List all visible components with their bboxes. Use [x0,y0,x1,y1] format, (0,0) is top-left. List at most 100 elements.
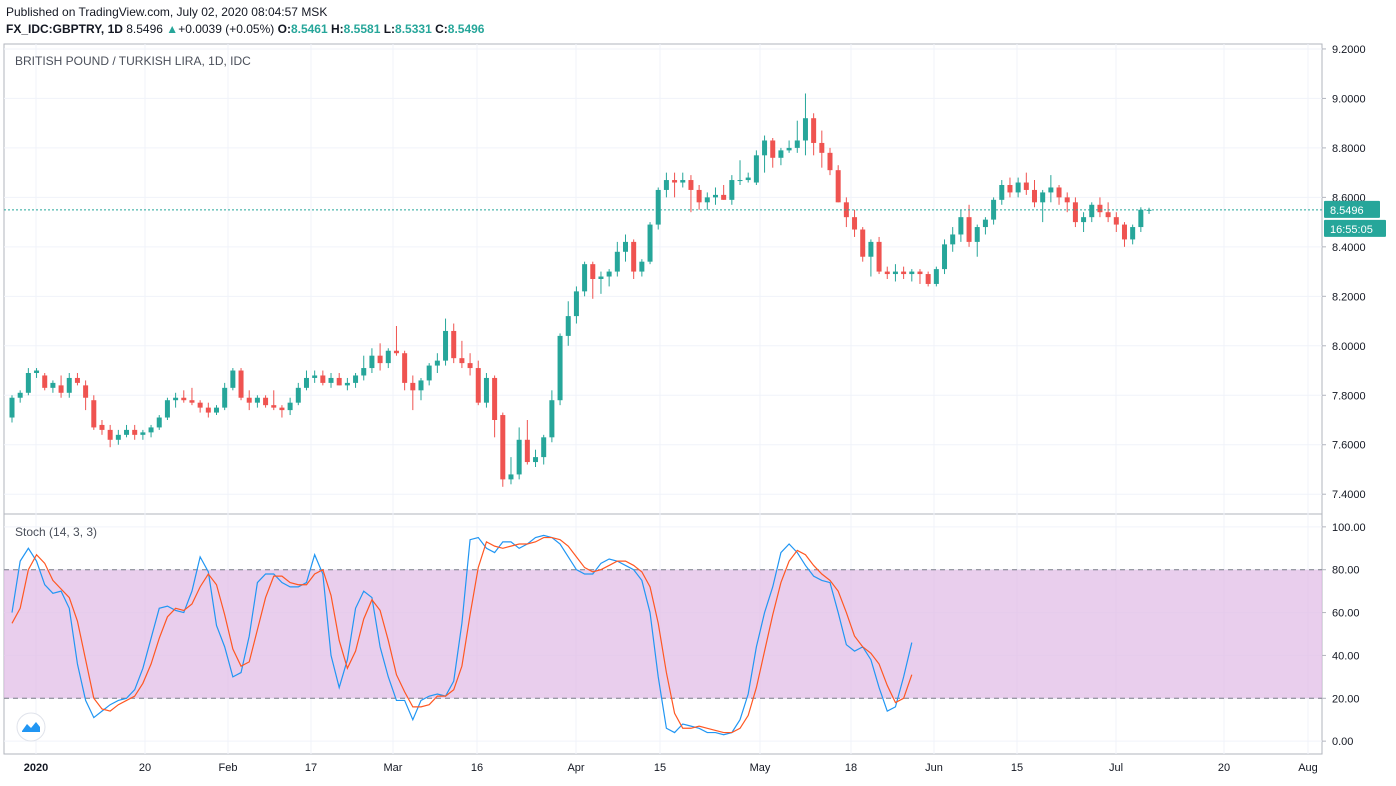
candle [876,236,882,275]
time-axis[interactable]: 2020 20 Feb 17 Mar 16 Apr 15 May 18 Jun 15 Jul 20 Aug [24,762,1318,774]
candle [279,405,285,418]
price-axis[interactable]: 9.20009.00008.80008.60008.40008.20008.00… [1322,44,1366,501]
candle [426,363,432,386]
candle [819,130,825,168]
candle [802,93,808,156]
candle [361,355,367,381]
candle [312,370,318,383]
candle [9,395,15,423]
candle [868,239,874,277]
candle [966,204,972,247]
candle [680,172,686,188]
last-price-badge: 8.5496 16:55:05 [1324,200,1386,237]
candle [958,209,964,242]
candle [1040,189,1046,223]
high-label: H: [331,22,344,36]
candle [66,373,72,398]
stoch-axis[interactable]: 100.00 80.00 60.00 40.00 20.00 0.00 [1322,522,1366,748]
candle [1056,185,1062,205]
candle [623,234,628,262]
candle [467,353,473,376]
candle [214,405,219,416]
candle [451,323,457,364]
candle [1138,207,1144,232]
candle [950,227,956,252]
candle [909,269,915,282]
candle [25,368,31,396]
candle [17,390,23,403]
candle [696,185,702,210]
symbol-ohlc-header: FX_IDC:GBPTRY, 1D 8.5496 ▲+0.0039 (+0.05… [6,22,484,36]
candle [246,390,252,411]
candle [500,412,506,487]
candles-series [9,93,1152,487]
candle [647,222,653,265]
main-pane[interactable] [3,43,1323,515]
candle [753,150,759,185]
candle [475,360,481,406]
candle [631,239,637,279]
low-label: L: [383,22,396,36]
candle [492,375,498,438]
candle [852,209,858,237]
price-tick-label: 8.2000 [1332,291,1366,303]
candle [614,241,620,277]
candle [1097,197,1103,218]
candle [164,397,170,420]
candle [132,424,138,440]
candle [197,400,203,413]
last-price-text: 8.5496 [126,22,163,36]
stoch-tick-label: 20.00 [1332,693,1360,705]
candle [663,172,669,198]
candle [729,175,735,205]
time-tick-label: 2020 [24,762,48,774]
candle [745,172,751,183]
candle [156,415,162,430]
time-tick-label: Mar [384,762,403,774]
candle [205,402,211,418]
stoch-tick-label: 60.00 [1332,608,1360,620]
candle [737,160,743,185]
candle [835,165,841,203]
candle [410,375,416,411]
time-tick-label: Aug [1298,762,1318,774]
symbol-label[interactable]: FX_IDC:GBPTRY, 1D [6,22,123,36]
candle [827,147,833,176]
candle [263,395,269,408]
candle [639,259,645,277]
stoch-band [4,569,1322,699]
candle [124,424,130,438]
candle [557,333,563,406]
candle [443,318,449,366]
candle [377,343,383,371]
candle [606,269,612,287]
candle [1015,177,1021,198]
candle [794,120,800,153]
candle [884,266,890,279]
candle [74,373,80,386]
candle [393,326,399,356]
candle [238,368,244,401]
price-tick-label: 9.0000 [1332,93,1366,105]
candle [598,271,604,294]
candle [320,370,326,386]
candle [230,368,236,391]
candle [385,348,391,369]
candle [115,429,121,445]
candle [434,353,440,373]
up-triangle-icon: ▲ [166,22,179,36]
candle [762,135,768,173]
candle [254,395,260,408]
candle [999,180,1005,205]
candle [933,266,939,287]
candle [672,172,678,198]
open-value: 8.5461 [290,22,328,36]
candle [148,424,154,438]
candle [1081,212,1087,232]
candle [99,420,105,435]
candle [974,224,980,257]
candle [892,264,898,282]
tradingview-logo-icon[interactable] [16,712,46,742]
candle [590,261,596,299]
